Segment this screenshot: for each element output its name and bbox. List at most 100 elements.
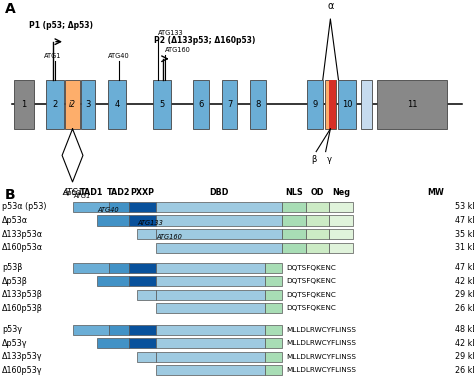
Text: DQTSFQKENC: DQTSFQKENC (286, 265, 336, 271)
Text: MW: MW (428, 188, 445, 197)
Text: MLLDLRWCYFLINSS: MLLDLRWCYFLINSS (286, 354, 356, 360)
Bar (377, 80, 447, 129)
Bar (329, 229, 353, 239)
Bar (265, 325, 282, 335)
Text: ATG40: ATG40 (97, 207, 119, 213)
Text: 10: 10 (342, 100, 353, 109)
Text: 48 kD: 48 kD (455, 325, 474, 334)
Text: ATG1: ATG1 (63, 188, 84, 197)
Text: Δp53γ: Δp53γ (2, 339, 28, 348)
Bar (329, 243, 353, 252)
Text: MLLDLRWCYFLINSS: MLLDLRWCYFLINSS (286, 367, 356, 373)
Bar (97, 216, 129, 226)
Bar (129, 263, 156, 273)
Bar (265, 365, 282, 375)
Bar (109, 325, 129, 335)
Text: 5: 5 (159, 100, 164, 109)
Text: 6: 6 (199, 100, 204, 109)
Bar (222, 80, 237, 129)
Bar (329, 216, 353, 226)
Text: 9: 9 (312, 100, 318, 109)
Bar (265, 290, 282, 300)
Bar (306, 229, 329, 239)
Text: 31 kD: 31 kD (455, 243, 474, 252)
Bar (73, 263, 109, 273)
Text: 4: 4 (114, 100, 120, 109)
Bar (338, 80, 356, 129)
Text: ATG160: ATG160 (156, 234, 182, 240)
Text: ATG133: ATG133 (158, 30, 184, 36)
Bar (306, 243, 329, 252)
Bar (156, 352, 265, 362)
Text: DQTSFQKENC: DQTSFQKENC (286, 292, 336, 298)
Bar (97, 338, 129, 348)
Text: β: β (311, 155, 317, 164)
Text: 47 kD: 47 kD (455, 263, 474, 273)
Bar (156, 276, 265, 287)
Bar (137, 352, 156, 362)
Text: 42 kD: 42 kD (455, 339, 474, 348)
Text: 26 kD: 26 kD (455, 366, 474, 375)
Bar (265, 304, 282, 313)
Text: DQTSFQKENC: DQTSFQKENC (286, 279, 336, 284)
Text: 47 kD: 47 kD (455, 216, 474, 225)
Bar (265, 352, 282, 362)
Bar (73, 202, 109, 212)
Bar (307, 80, 323, 129)
Text: MLLDLRWCYFLINSS: MLLDLRWCYFLINSS (286, 327, 356, 333)
Text: p53γ: p53γ (2, 325, 22, 334)
Text: 1: 1 (21, 100, 27, 109)
Text: 42 kD: 42 kD (455, 277, 474, 286)
Text: DBD: DBD (210, 188, 229, 197)
Text: P2 (Δ133p53; Δ160p53): P2 (Δ133p53; Δ160p53) (154, 36, 255, 45)
Bar (109, 202, 129, 212)
Text: TAD2: TAD2 (107, 188, 131, 197)
Bar (306, 216, 329, 226)
Text: MLLDLRWCYFLINSS: MLLDLRWCYFLINSS (286, 340, 356, 346)
Bar (306, 202, 329, 212)
Bar (156, 229, 282, 239)
Bar (108, 80, 126, 129)
Text: 29 kD: 29 kD (455, 290, 474, 299)
Bar (282, 216, 306, 226)
Text: ATG1: ATG1 (73, 193, 91, 199)
Text: i: i (329, 100, 331, 109)
Text: p53α (p53): p53α (p53) (2, 202, 47, 211)
Text: Δ133p53β: Δ133p53β (2, 290, 43, 299)
Bar (156, 338, 265, 348)
Bar (81, 80, 95, 129)
Text: 26 kD: 26 kD (455, 304, 474, 313)
Text: ATG133: ATG133 (137, 221, 164, 227)
Text: α: α (327, 2, 334, 11)
Text: ATG40: ATG40 (108, 53, 129, 59)
Text: Δp53β: Δp53β (2, 277, 28, 286)
Bar (156, 263, 265, 273)
Text: 7: 7 (227, 100, 232, 109)
Bar (282, 229, 306, 239)
Bar (109, 263, 129, 273)
Bar (265, 338, 282, 348)
Text: Δ160p53γ: Δ160p53γ (2, 366, 43, 375)
Text: ATG160: ATG160 (165, 47, 191, 53)
Bar (156, 202, 282, 212)
Bar (73, 325, 109, 335)
Bar (46, 80, 64, 129)
Bar (265, 276, 282, 287)
Bar (156, 216, 282, 226)
Bar (129, 325, 156, 335)
Bar (156, 365, 265, 375)
Bar (282, 243, 306, 252)
Text: DQTSFQKENC: DQTSFQKENC (286, 305, 336, 312)
Text: B: B (5, 188, 15, 202)
Bar (129, 338, 156, 348)
Bar (156, 325, 265, 335)
Text: Δ133p53α: Δ133p53α (2, 230, 44, 238)
Bar (329, 202, 353, 212)
Bar (137, 229, 156, 239)
Bar (282, 202, 306, 212)
Text: Δ133p53γ: Δ133p53γ (2, 352, 43, 361)
Bar (156, 290, 265, 300)
Bar (325, 80, 336, 129)
Text: OD: OD (311, 188, 324, 197)
Text: Δp53α: Δp53α (2, 216, 28, 225)
